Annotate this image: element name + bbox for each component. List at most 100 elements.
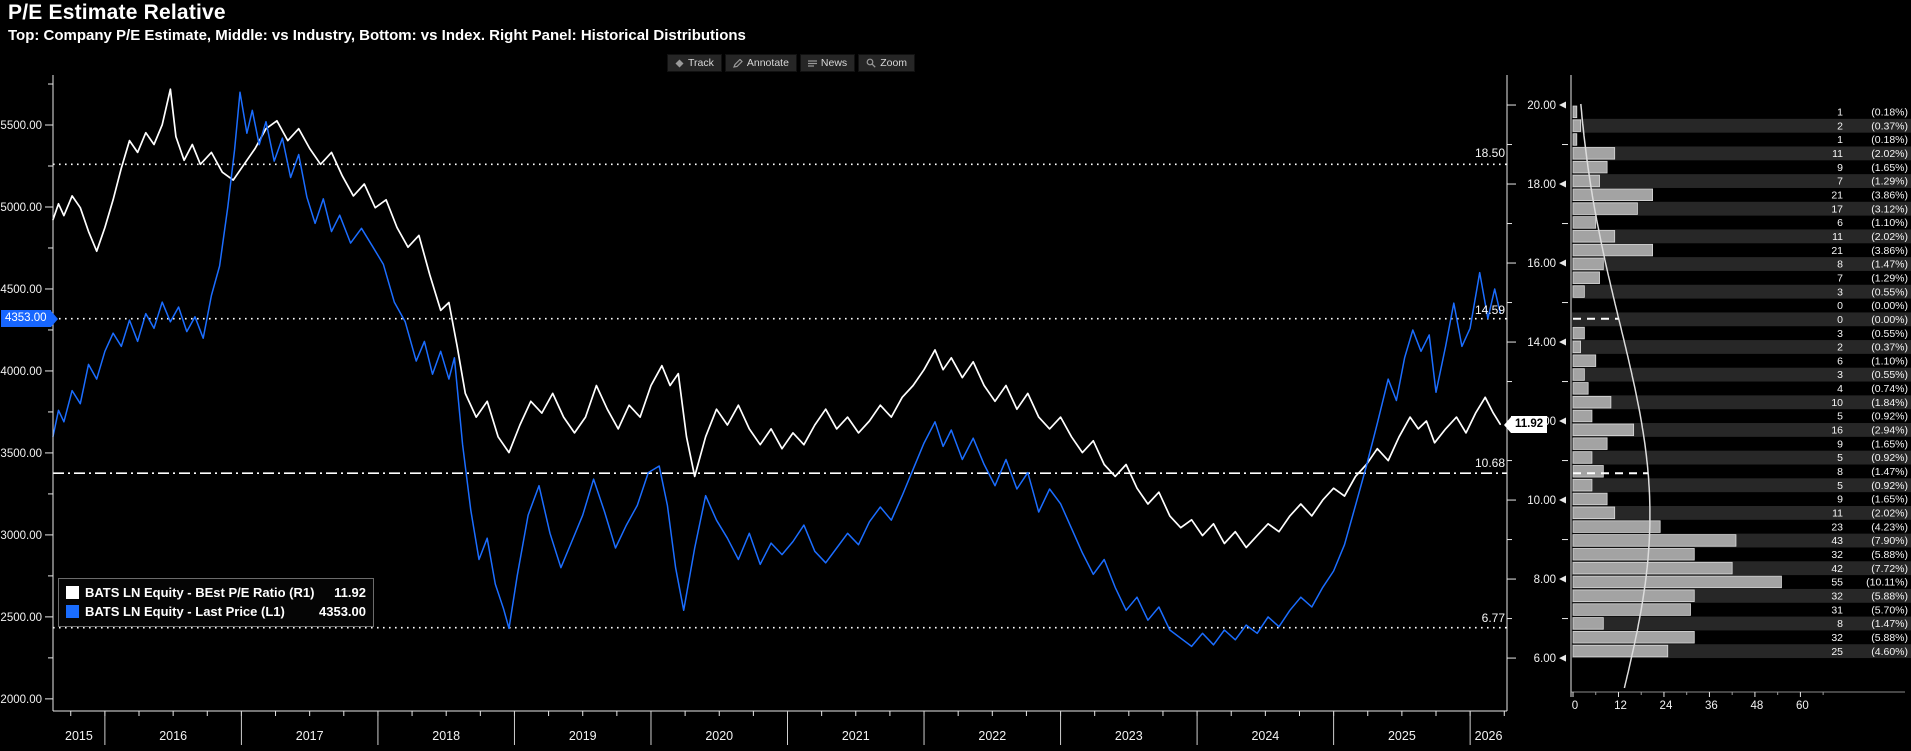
annotation-min-level: 6.77: [1481, 611, 1505, 625]
histogram-bar: [1572, 492, 1608, 506]
histogram-pct-label: (0.00%): [1871, 314, 1908, 326]
pe-ratio-axis-badge[interactable]: 11.92: [1504, 416, 1548, 433]
news-button[interactable]: News: [799, 54, 856, 72]
histogram-bar: [1572, 520, 1661, 533]
track-button[interactable]: Track: [667, 54, 722, 72]
histogram-zebra-stripe: [1572, 505, 1911, 520]
x-axis-year-label: 2021: [842, 729, 870, 743]
histogram-bar: [1572, 340, 1581, 354]
annotate-button-label: Annotate: [746, 57, 789, 69]
histogram-bar: [1572, 133, 1578, 146]
histogram-pct-label: (1.65%): [1871, 162, 1908, 174]
right-axis-tick-label: 10.00: [1527, 495, 1556, 507]
histogram-pct-label: (1.10%): [1871, 217, 1908, 229]
histogram-pct-label: (1.29%): [1871, 176, 1908, 188]
badge-right-arrow-icon: [50, 310, 58, 327]
histogram-bar: [1572, 548, 1695, 561]
histogram-bar: [1572, 230, 1616, 243]
histogram-zebra-stripe: [1572, 312, 1911, 327]
news-button-label: News: [820, 57, 848, 69]
x-axis-year-label: 2015: [65, 729, 93, 743]
histogram-count-label: 6: [1837, 355, 1843, 367]
histogram-count-label: 5: [1837, 480, 1843, 492]
left-axis-tick-label: 5500.00: [0, 120, 42, 132]
legend-row-last-price[interactable]: BATS LN Equity - Last Price (L1) 4353.00: [66, 602, 366, 621]
histogram-count-label: 7: [1837, 176, 1843, 188]
histogram-count-label: 5: [1837, 411, 1843, 423]
histogram-pct-label: (1.47%): [1871, 466, 1908, 478]
histogram-pct-label: (5.88%): [1871, 590, 1908, 602]
histogram-pct-label: (5.88%): [1871, 549, 1908, 561]
histogram-pct-label: (1.47%): [1871, 618, 1908, 630]
zoom-button[interactable]: Zoom: [858, 54, 916, 72]
histogram-pct-label: (0.55%): [1871, 328, 1908, 340]
histogram-count-label: 25: [1831, 646, 1843, 658]
left-axis-tick-label: 5000.00: [0, 202, 42, 214]
x-axis-year-label: 2018: [432, 729, 460, 743]
histogram-count-label: 8: [1837, 618, 1843, 630]
histogram-zebra-stripe: [1572, 257, 1911, 271]
histogram-bar: [1572, 395, 1612, 409]
histogram-pct-label: (3.12%): [1871, 203, 1908, 215]
left-axis-tick-label: 2500.00: [0, 612, 42, 624]
histogram-zebra-stripe: [1572, 423, 1911, 437]
histogram-count-label: 2: [1837, 120, 1843, 132]
histogram-count-label: 55: [1831, 577, 1843, 589]
histogram-zebra-stripe: [1572, 395, 1911, 410]
histogram-bar: [1572, 174, 1600, 188]
x-axis-year-label: 2022: [978, 729, 1006, 743]
right-axis-arrow-tick: [1559, 338, 1566, 346]
histogram-pct-label: (0.18%): [1871, 134, 1908, 146]
left-axis-tick-label: 3000.00: [0, 530, 42, 542]
histogram-count-label: 4: [1837, 383, 1843, 395]
distribution-x-tick-label: 36: [1705, 700, 1718, 712]
right-axis-arrow-tick: [1559, 259, 1566, 267]
pe-series-swatch-icon: [66, 586, 79, 599]
pe-series-value: 11.92: [334, 585, 366, 600]
histogram-count-label: 11: [1832, 507, 1843, 519]
histogram-bar: [1572, 603, 1691, 616]
histogram-bar: [1572, 409, 1593, 423]
histogram-bar: [1572, 506, 1616, 520]
right-axis-arrow-tick: [1559, 654, 1566, 662]
histogram-pct-label: (4.23%): [1871, 521, 1908, 533]
histogram-bar: [1572, 202, 1638, 215]
last-price-line-series: [52, 91, 1501, 648]
histogram-zebra-stripe: [1572, 367, 1911, 382]
histogram-pct-label: (1.65%): [1871, 438, 1908, 450]
histogram-bar: [1572, 561, 1733, 575]
histogram-count-label: 1: [1837, 134, 1843, 146]
right-axis-tick-label: 6.00: [1534, 653, 1556, 665]
histogram-bar: [1572, 160, 1608, 174]
histogram-pct-label: (0.92%): [1871, 452, 1908, 464]
right-axis-tick-label: 16.00: [1527, 258, 1556, 270]
histogram-bar: [1572, 478, 1593, 492]
histogram-pct-label: (2.02%): [1871, 507, 1908, 519]
histogram-count-label: 7: [1837, 272, 1843, 284]
annotate-button[interactable]: Annotate: [724, 54, 797, 72]
histogram-pct-label: (0.18%): [1871, 107, 1908, 119]
histogram-pct-label: (1.10%): [1871, 355, 1908, 367]
histogram-pct-label: (0.37%): [1871, 342, 1908, 354]
histogram-count-label: 1: [1837, 107, 1843, 119]
histogram-count-label: 9: [1837, 494, 1843, 506]
right-axis-tick-label: 14.00: [1527, 337, 1556, 349]
histogram-pct-label: (0.00%): [1871, 300, 1908, 312]
histogram-bar: [1572, 243, 1653, 257]
histogram-bar: [1572, 437, 1608, 450]
histogram-bar: [1572, 631, 1695, 644]
histogram-count-label: 10: [1831, 397, 1843, 409]
legend-row-pe-ratio[interactable]: BATS LN Equity - BEst P/E Ratio (R1) 11.…: [66, 583, 366, 602]
histogram-bar: [1572, 617, 1604, 630]
page-title: P/E Estimate Relative: [8, 1, 226, 24]
histogram-zebra-stripe: [1572, 284, 1911, 299]
histogram-count-label: 0: [1837, 314, 1843, 326]
page-subtitle: Top: Company P/E Estimate, Middle: vs In…: [8, 27, 746, 44]
histogram-count-label: 11: [1832, 231, 1843, 243]
histogram-count-label: 2: [1837, 342, 1843, 354]
histogram-count-label: 21: [1831, 245, 1843, 257]
histogram-zebra-stripe: [1572, 229, 1911, 244]
last-price-axis-badge[interactable]: 4353.00: [1, 310, 58, 327]
histogram-bar: [1572, 285, 1585, 298]
